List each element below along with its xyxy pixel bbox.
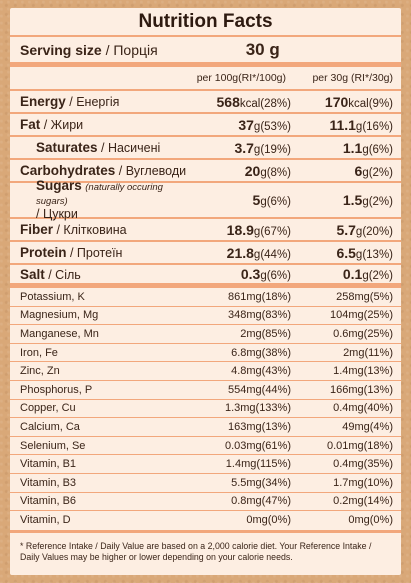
value-per30: 49mg(4%) xyxy=(342,420,393,433)
mineral-name: Potassium, K xyxy=(20,290,85,303)
reference-intake-footnote: * Reference Intake / Daily Value are bas… xyxy=(10,529,401,563)
nutrient-row-fat: Fat / Жири 37g(53%) 11.1g(16%) xyxy=(10,114,401,137)
mineral-name: Vitamin, B3 xyxy=(20,476,77,489)
value-per30: 0.1g(2%) xyxy=(342,266,393,282)
value-per30: 258mg(5%) xyxy=(336,290,393,303)
mineral-name: Manganese, Mn xyxy=(20,327,99,340)
value-per100: 861mg(18%) xyxy=(228,290,291,303)
mineral-row: Vitamin, D 0mg(0%) 0mg(0%) xyxy=(10,511,401,530)
value-per100: 1.3mg(133%) xyxy=(224,402,291,415)
value-per100: 20g(8%) xyxy=(244,162,291,179)
panel-title: Nutrition Facts xyxy=(10,8,401,37)
value-per100: 37g(53%) xyxy=(238,116,291,133)
column-headers: per 100g(RI*/100g) per 30g (RI*/30g) xyxy=(10,67,401,91)
nutrient-row-salt: Salt / Сіль 0.3g(6%) 0.1g(2%) xyxy=(10,265,401,288)
nutrient-name: Sugars (naturally occuring sugars) / Цукр… xyxy=(36,178,163,221)
value-per30: 11.1g(16%) xyxy=(329,116,393,133)
value-per100: 554mg(44%) xyxy=(228,383,291,396)
value-per100: 1.4mg(115%) xyxy=(225,458,291,471)
value-per100: 3.7g(19%) xyxy=(234,139,291,156)
value-per30: 0mg(0%) xyxy=(348,514,393,527)
minerals-list: Potassium, K 861mg(18%) 258mg(5%) Magnesiu… xyxy=(10,288,401,530)
value-per30: 0.4mg(40%) xyxy=(333,402,393,415)
nutrient-name: Fat / Жири xyxy=(20,117,84,132)
nutrient-name: Salt / Сіль xyxy=(20,266,81,282)
mineral-row: Zinc, Zn 4.8mg(43%) 1.4mg(13%) xyxy=(10,362,401,381)
value-per30: 0.2mg(14%) xyxy=(333,495,393,508)
value-per100: 568kcal(28%) xyxy=(216,93,292,110)
value-per30: 1.5g(2%) xyxy=(342,192,393,208)
mineral-row: Iron, Fe 6.8mg(38%) 2mg(11%) xyxy=(10,344,401,363)
nutrient-row-protein: Protein / Протеїн 21.8g(44%) 6.5g(13%) xyxy=(10,242,401,265)
value-per30: 0.01mg(18%) xyxy=(326,439,393,452)
value-per30: 6g(2%) xyxy=(354,162,393,179)
value-per30: 0.4mg(35%) xyxy=(333,458,393,471)
value-per100: 6.8mg(38%) xyxy=(231,346,291,359)
mineral-name: Selenium, Se xyxy=(20,439,86,452)
value-per30: 0.6mg(25%) xyxy=(333,327,393,340)
mineral-name: Zinc, Zn xyxy=(20,365,60,378)
value-per30: 166mg(13%) xyxy=(330,383,393,396)
value-per100: 0.03mg(61%) xyxy=(224,439,291,452)
nutrient-row-fiber: Fiber / Клітковина 18.9g(67%) 5.7g(20%) xyxy=(10,219,401,242)
mineral-name: Phosphorus, P xyxy=(20,383,93,396)
mineral-row: Manganese, Mn 2mg(85%) 0.6mg(25%) xyxy=(10,325,401,344)
mineral-row: Calcium, Ca 163mg(13%) 49mg(4%) xyxy=(10,418,401,437)
mineral-row: Vitamin, B1 1.4mg(115%) 0.4mg(35%) xyxy=(10,455,401,474)
serving-size-row: Serving size / Порція 30 g xyxy=(10,37,401,67)
value-per30: 6.5g(13%) xyxy=(336,244,393,261)
nutrient-name: Energy / Енергія xyxy=(20,94,120,109)
mineral-name: Calcium, Ca xyxy=(20,420,80,433)
value-per100: 348mg(83%) xyxy=(228,309,291,322)
mineral-row: Copper, Cu 1.3mg(133%) 0.4mg(40%) xyxy=(10,400,401,419)
mineral-name: Magnesium, Mg xyxy=(20,309,99,322)
nutrient-row-energy: Energy / Енергія 568kcal(28%) 170kcal(9%… xyxy=(10,91,401,114)
mineral-name: Vitamin, B1 xyxy=(20,458,77,471)
value-per30: 1.1g(6%) xyxy=(342,139,393,156)
nutrient-row-sugars: Sugars (naturally occuring sugars) / Цукр… xyxy=(10,179,401,221)
value-per100: 0.8mg(47%) xyxy=(231,495,291,508)
mineral-row: Vitamin, B6 0.8mg(47%) 0.2mg(14%) xyxy=(10,493,401,512)
value-per30: 104mg(25%) xyxy=(330,309,393,322)
value-per100: 21.8g(44%) xyxy=(226,244,291,261)
nutrient-name: Fiber / Клітковина xyxy=(20,222,127,237)
nutrient-name: Carbohydrates / Вуглеводи xyxy=(20,163,187,178)
value-per100: 163mg(13%) xyxy=(228,420,291,433)
mineral-name: Vitamin, B6 xyxy=(20,495,77,508)
mineral-name: Vitamin, D xyxy=(20,514,71,527)
mineral-name: Iron, Fe xyxy=(20,346,58,359)
value-per100: 5.5mg(34%) xyxy=(231,476,291,489)
mineral-row: Magnesium, Mg 348mg(83%) 104mg(25%) xyxy=(10,307,401,326)
value-per100: 5g(6%) xyxy=(252,192,291,208)
nutrition-facts-panel: Nutrition Facts Serving size / Порція 30… xyxy=(10,8,401,575)
value-per30: 1.4mg(13%) xyxy=(333,365,393,378)
value-per100: 4.8mg(43%) xyxy=(231,365,291,378)
mineral-name: Copper, Cu xyxy=(20,402,76,415)
mineral-row: Vitamin, B3 5.5mg(34%) 1.7mg(10%) xyxy=(10,474,401,493)
column-header-per100: per 100g(RI*/100g) xyxy=(196,72,286,84)
value-per30: 170kcal(9%) xyxy=(324,93,393,110)
column-header-per30: per 30g (RI*/30g) xyxy=(312,72,393,84)
nutrient-row-carbohydrates: Carbohydrates / Вуглеводи 20g(8%) 6g(2%) xyxy=(10,160,401,183)
value-per30: 2mg(11%) xyxy=(343,346,393,359)
value-per30: 5.7g(20%) xyxy=(336,221,393,238)
value-per30: 1.7mg(10%) xyxy=(333,476,393,489)
nutrient-name: Saturates / Насичені xyxy=(36,140,161,155)
nutrient-row-saturates: Saturates / Насичені 3.7g(19%) 1.1g(6%) xyxy=(10,137,401,160)
value-per100: 0mg(0%) xyxy=(246,514,291,527)
serving-size-label: Serving size / Порція xyxy=(20,41,158,58)
mineral-row: Phosphorus, P 554mg(44%) 166mg(13%) xyxy=(10,381,401,400)
value-per100: 18.9g(67%) xyxy=(226,221,291,238)
value-per100: 2mg(85%) xyxy=(240,327,291,340)
value-per100: 0.3g(6%) xyxy=(240,266,291,282)
nutrient-name: Protein / Протеїн xyxy=(20,245,123,260)
serving-size-value: 30 g xyxy=(245,39,280,59)
mineral-row: Selenium, Se 0.03mg(61%) 0.01mg(18%) xyxy=(10,437,401,456)
mineral-row: Potassium, K 861mg(18%) 258mg(5%) xyxy=(10,288,401,307)
